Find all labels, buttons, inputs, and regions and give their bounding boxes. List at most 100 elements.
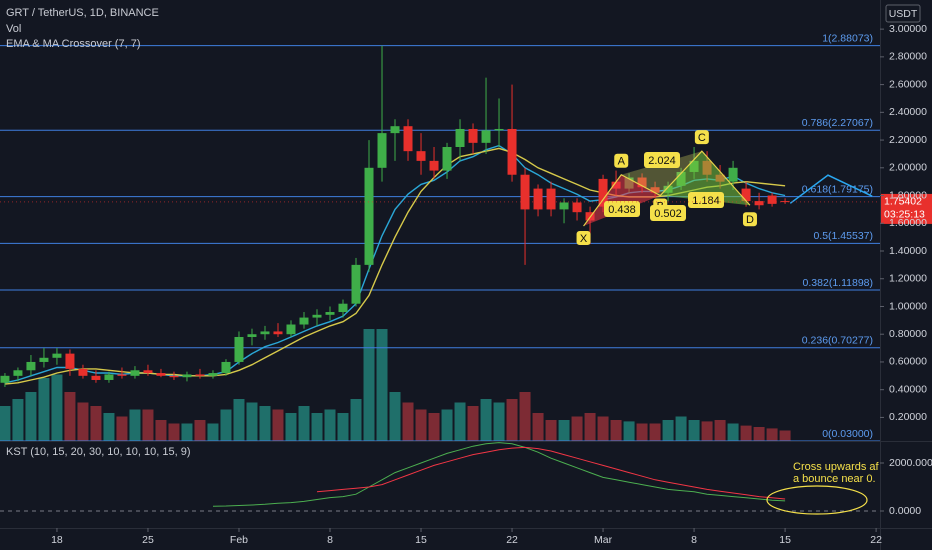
volume-bar [558, 420, 570, 441]
x-tick-label: Feb [230, 534, 248, 546]
volume-bar [636, 423, 648, 441]
annotation-ellipse [766, 485, 868, 515]
candle-body [208, 373, 218, 376]
volume-bar [649, 423, 661, 441]
y-tick-label: 2.80000 [889, 51, 927, 63]
candle-body [143, 370, 153, 374]
volume-bar [220, 409, 232, 441]
candle-body [429, 160, 439, 171]
candle-body [533, 188, 543, 210]
volume-bar [233, 399, 245, 441]
last-price: 1.75402 [884, 196, 922, 208]
volume-bar [77, 402, 89, 441]
volume-bar [701, 421, 713, 441]
pattern-point-box [742, 212, 757, 227]
y-tick-label: 1.40000 [889, 245, 927, 257]
candle-body [247, 334, 257, 337]
candle-body [13, 370, 23, 376]
candle-body [130, 370, 140, 376]
candle-body [104, 374, 114, 380]
candle-body [325, 312, 335, 315]
x-tick-label: 22 [870, 534, 882, 546]
countdown: 03:25:13 [884, 209, 925, 221]
volume-bar [454, 402, 466, 441]
volume-bar [155, 420, 167, 441]
ratio-label: 0.438 [608, 204, 636, 216]
pattern-point-label: D [746, 214, 754, 226]
volume-bar [376, 329, 388, 441]
currency: USDT [889, 8, 918, 20]
candle-body [403, 126, 413, 152]
pattern-point-box [694, 130, 709, 145]
volume-bar [571, 416, 583, 441]
candle-body [182, 374, 192, 378]
symbol-title: GRT / TetherUS, 1D, BINANCE [6, 7, 159, 19]
x-tick-label: 18 [51, 534, 63, 546]
volume-bar [116, 416, 128, 441]
kst-title: KST (10, 15, 20, 30, 10, 10, 10, 15, 9) [6, 446, 190, 458]
kst-tick-label: 0.0000 [889, 505, 921, 517]
volume-bar [727, 423, 739, 441]
volume-bar [272, 409, 284, 441]
pattern-point-label: X [580, 233, 588, 245]
volume-bar [402, 402, 414, 441]
volume-bar [25, 392, 37, 441]
candle-body [260, 331, 270, 335]
candle-body [728, 167, 738, 182]
y-tick-label: 2.20000 [889, 134, 927, 146]
ratio-box [688, 192, 724, 208]
volume-bar [610, 420, 622, 441]
ratio-box [604, 201, 640, 217]
candle-body [390, 126, 400, 134]
x-tick-label: 8 [327, 534, 333, 546]
fib-label: 0.382(1.11898) [803, 277, 873, 289]
volume-bar [584, 413, 596, 441]
y-tick-label: 0.80000 [889, 328, 927, 340]
volume-bar [38, 378, 50, 441]
pattern-fill [583, 174, 661, 227]
candle-body [52, 353, 62, 358]
candle-body [468, 128, 478, 143]
currency-box [885, 4, 921, 23]
volume-bar [0, 406, 11, 441]
candle-body [598, 178, 608, 207]
kst-tick-label: 2000.0000 [889, 457, 932, 469]
candle-body [650, 187, 660, 193]
candle-body [741, 188, 751, 202]
volume-bar [168, 423, 180, 441]
y-tick-label: 0.20000 [889, 411, 927, 423]
candle-body [559, 202, 569, 210]
volume-bar [311, 413, 323, 441]
x-tick-label: Mar [594, 534, 613, 546]
candle-body [299, 317, 309, 325]
candle-body [91, 375, 101, 380]
indicator-label: EMA & MA Crossover (7, 7) [6, 38, 140, 50]
volume-bar [51, 374, 63, 441]
volume-bar [740, 425, 752, 441]
last-price-box [880, 193, 932, 224]
ratio-label: 0.502 [654, 208, 682, 220]
pattern-point-label: C [698, 132, 706, 144]
candle-body [286, 324, 296, 335]
volume-bar [493, 402, 505, 441]
ratio-label: 2.024 [648, 155, 676, 167]
volume-bar [467, 406, 479, 441]
fib-label: 0.786(2.27067) [802, 117, 873, 129]
volume-bar [64, 392, 76, 441]
pattern-line [583, 150, 751, 227]
volume-bar [545, 420, 557, 441]
volume-bar [246, 402, 258, 441]
volume-bar [103, 413, 115, 441]
volume-bar [753, 427, 765, 441]
volume-bar [12, 399, 24, 441]
candle-body [546, 188, 556, 210]
pattern-point-label: A [618, 156, 626, 168]
y-tick-label: 3.00000 [889, 23, 927, 35]
candle-body [338, 303, 348, 313]
pattern-fill [660, 151, 750, 206]
volume-bar [324, 409, 336, 441]
overlay: XABCD0.4382.0240.5021.1841.7540203:25:13… [0, 130, 932, 515]
candle-body [780, 201, 790, 203]
volume-bar [519, 392, 531, 441]
